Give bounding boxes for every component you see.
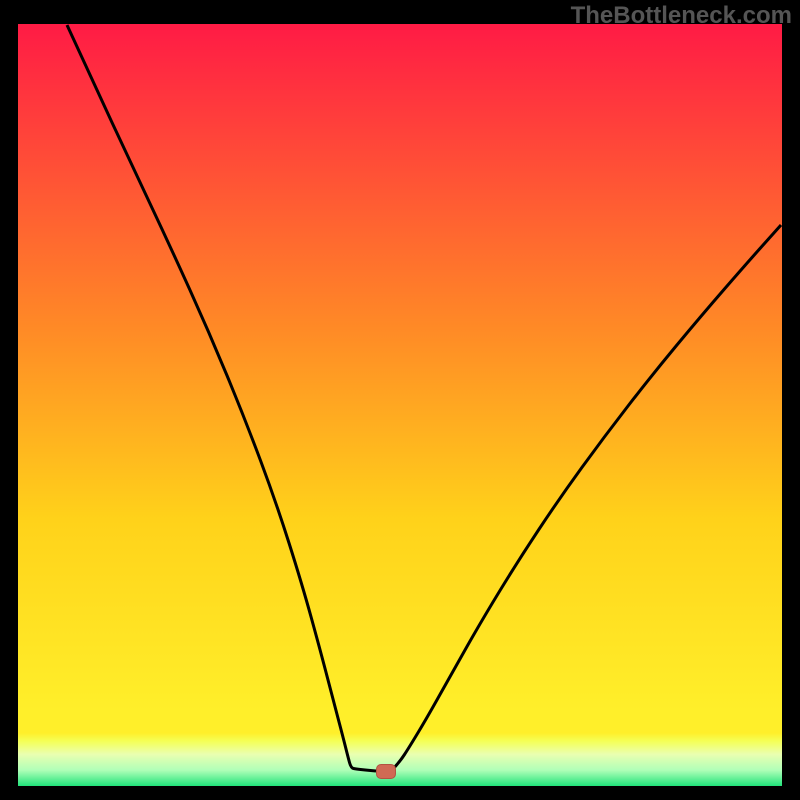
plot-area (18, 24, 782, 786)
watermark-text: TheBottleneck.com (571, 2, 792, 30)
minimum-marker (376, 764, 396, 779)
chart-container: TheBottleneck.com (0, 0, 800, 800)
curve-left-branch (67, 25, 376, 771)
bottleneck-curve (18, 24, 782, 786)
curve-right-branch (391, 225, 781, 771)
